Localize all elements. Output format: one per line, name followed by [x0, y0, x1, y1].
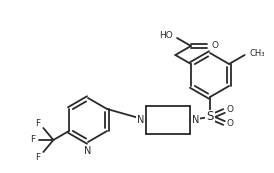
Text: O: O — [212, 42, 219, 51]
Text: F: F — [30, 135, 35, 144]
Text: F: F — [35, 119, 40, 128]
Text: F: F — [35, 153, 40, 162]
Text: N: N — [192, 115, 199, 125]
Text: N: N — [84, 146, 92, 156]
Text: O: O — [227, 120, 233, 129]
Text: N: N — [137, 115, 144, 125]
Text: S: S — [206, 111, 214, 124]
Text: CH₃: CH₃ — [250, 49, 265, 58]
Text: HO: HO — [159, 31, 173, 40]
Text: O: O — [227, 106, 233, 115]
